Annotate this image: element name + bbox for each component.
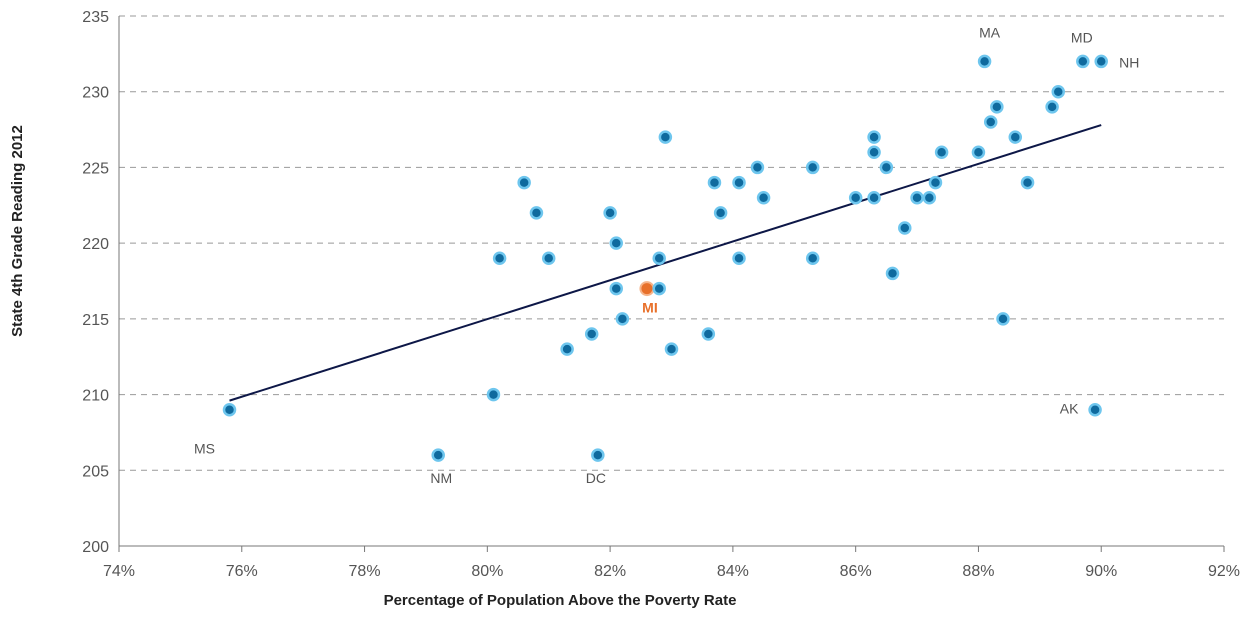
data-point-dc [591, 448, 605, 462]
data-point-nm [431, 448, 445, 462]
data-point [805, 251, 820, 266]
data-point [983, 115, 998, 129]
y-axis-title: State 4th Grade Reading 2012 [9, 125, 26, 337]
data-point [584, 327, 599, 341]
data-point [609, 236, 623, 250]
point-label-nh: NH [1119, 54, 1139, 70]
y-tick-label: 200 [82, 539, 109, 556]
x-tick-label: 90% [1085, 563, 1117, 580]
data-point [609, 281, 623, 296]
data-point [1051, 84, 1065, 99]
y-tick-label: 205 [82, 463, 109, 480]
data-point [750, 160, 765, 175]
data-point [934, 145, 949, 160]
data-point-md [1076, 54, 1090, 69]
x-tick-label: 80% [471, 563, 503, 580]
grid-lines [119, 15, 1224, 471]
data-point [971, 145, 986, 160]
data-point [928, 175, 943, 190]
y-tick-label: 215 [82, 312, 109, 329]
data-point [867, 190, 881, 205]
data-point [664, 342, 679, 356]
data-point [922, 190, 937, 205]
data-point [898, 221, 912, 235]
data-point [603, 206, 617, 220]
data-point [529, 206, 544, 220]
point-labels: MS NM DC MI MA MD AK NH [194, 24, 1139, 486]
y-tick-label: 225 [82, 160, 109, 177]
y-tick-label: 220 [82, 236, 109, 253]
data-point [996, 312, 1010, 326]
data-point-nh [1094, 54, 1108, 69]
trendline [229, 124, 1102, 402]
data-point-ak [1088, 402, 1102, 417]
data-point [1008, 130, 1023, 144]
x-tick-label: 86% [840, 563, 872, 580]
data-points [222, 54, 1108, 462]
data-point [541, 251, 556, 266]
data-point [732, 175, 746, 190]
data-point [707, 175, 722, 190]
data-point-ms [222, 402, 237, 417]
x-tick-label: 76% [226, 563, 258, 580]
data-point [1045, 100, 1059, 114]
x-tick-label: 74% [103, 563, 135, 580]
point-label-mi: MI [642, 300, 658, 316]
data-point [848, 190, 863, 205]
y-tick-label: 210 [82, 388, 109, 405]
point-label-dc: DC [586, 470, 606, 486]
x-axis-title: Percentage of Population Above the Pover… [384, 592, 737, 609]
data-point-mi [639, 281, 655, 297]
data-point-ma [977, 54, 992, 69]
data-point [756, 190, 771, 205]
data-point [615, 312, 630, 326]
data-point [1020, 175, 1035, 190]
data-point [652, 281, 666, 296]
axes: 200 205 210 215 220 225 230 235 74% 76% 78% 80% 82% 8… [82, 9, 1240, 580]
data-point [658, 130, 673, 144]
data-point [805, 160, 820, 175]
point-label-nm: NM [430, 470, 452, 486]
x-tick-label: 92% [1208, 563, 1240, 580]
point-label-ak: AK [1060, 401, 1079, 417]
y-tick-label: 235 [82, 9, 109, 26]
x-tick-label: 84% [717, 563, 749, 580]
data-point [652, 251, 666, 266]
x-tick-label: 88% [962, 563, 994, 580]
data-point [867, 145, 881, 160]
x-tick-label: 82% [594, 563, 626, 580]
data-point [885, 266, 900, 281]
point-label-ma: MA [979, 24, 1001, 40]
data-point [713, 206, 728, 220]
data-point [517, 175, 531, 190]
data-point [492, 251, 507, 266]
data-point [486, 387, 501, 402]
y-tick-label: 230 [82, 85, 109, 102]
data-point [560, 342, 574, 356]
data-point [990, 100, 1004, 114]
point-label-ms: MS [194, 441, 215, 457]
data-point [732, 251, 746, 266]
x-tick-label: 78% [349, 563, 381, 580]
data-point [867, 130, 881, 144]
point-label-md: MD [1071, 29, 1093, 45]
data-point [910, 190, 924, 205]
trendline-group [229, 124, 1102, 402]
data-point [879, 160, 894, 175]
data-point [701, 327, 716, 341]
